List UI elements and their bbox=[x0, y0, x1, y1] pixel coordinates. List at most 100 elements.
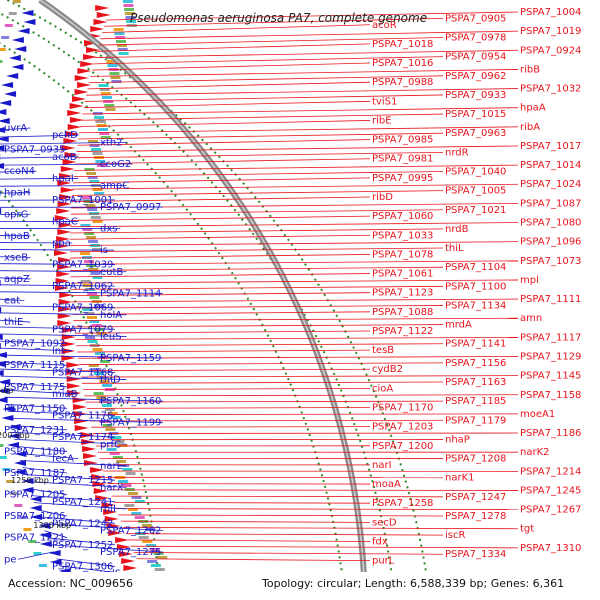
feature-label: PSPA7_1186 bbox=[520, 428, 581, 439]
label-leader bbox=[0, 298, 25, 301]
forward-feature bbox=[84, 460, 98, 466]
feature-label: ribE bbox=[372, 115, 392, 126]
forward-feature bbox=[119, 551, 134, 557]
misc-feature bbox=[85, 204, 96, 207]
feature-label: PSPA7_1267 bbox=[520, 505, 581, 516]
feature-label: narI bbox=[372, 460, 392, 471]
reverse-feature bbox=[0, 343, 1, 349]
misc-feature bbox=[92, 188, 103, 191]
position-tick: 1150 kbp bbox=[0, 386, 13, 395]
feature-label: tesB bbox=[372, 345, 394, 356]
label-leader bbox=[73, 171, 444, 178]
feature-label: hpaC bbox=[52, 216, 78, 227]
misc-feature bbox=[82, 308, 93, 311]
label-leader bbox=[80, 375, 519, 378]
label-leader bbox=[73, 317, 519, 322]
feature-label: pchD bbox=[52, 130, 78, 141]
feature-label: PSPA7_1021 bbox=[445, 205, 506, 216]
forward-feature bbox=[60, 166, 75, 172]
guide-ring-3 bbox=[0, 42, 346, 600]
misc-feature bbox=[87, 340, 98, 343]
misc-feature bbox=[93, 392, 104, 395]
label-leader bbox=[0, 256, 31, 258]
feature-label: PSPA7_1208 bbox=[445, 454, 506, 465]
reverse-feature bbox=[0, 397, 8, 403]
misc-feature bbox=[0, 60, 3, 63]
misc-feature bbox=[141, 524, 152, 527]
label-leader bbox=[0, 149, 68, 152]
forward-feature bbox=[64, 152, 79, 158]
feature-label: PSPA7_1018 bbox=[372, 39, 433, 50]
misc-feature bbox=[100, 92, 111, 95]
label-leader bbox=[18, 551, 54, 560]
feature-label: PSPA7_0935 bbox=[4, 145, 65, 156]
misc-feature bbox=[96, 124, 107, 127]
label-leader bbox=[38, 516, 116, 524]
forward-feature bbox=[123, 565, 138, 571]
misc-feature bbox=[125, 16, 136, 19]
forward-feature bbox=[77, 68, 92, 74]
misc-feature bbox=[28, 540, 37, 543]
forward-feature bbox=[56, 208, 71, 214]
misc-feature bbox=[89, 296, 100, 299]
reverse-feature bbox=[0, 388, 9, 394]
feature-label: fecA bbox=[52, 454, 74, 465]
forward-feature bbox=[93, 19, 108, 25]
misc-feature bbox=[99, 132, 110, 135]
label-leader bbox=[98, 37, 444, 46]
position-tick: 1250 kbp bbox=[11, 476, 49, 485]
misc-feature bbox=[126, 20, 137, 23]
feature-label: PSPA7_1033 bbox=[372, 230, 433, 241]
feature-label: PSPA7_0997 bbox=[100, 202, 161, 213]
label-leader bbox=[22, 467, 68, 474]
label-leader bbox=[72, 311, 371, 315]
forward-feature bbox=[74, 418, 89, 424]
label-leader bbox=[36, 509, 68, 517]
feature-label: narL bbox=[100, 461, 123, 472]
feature-label: PSPA7_1150 bbox=[4, 403, 65, 414]
reverse-feature bbox=[11, 37, 24, 43]
forward-feature bbox=[58, 173, 73, 179]
misc-feature bbox=[88, 212, 99, 215]
label-leader bbox=[85, 400, 444, 403]
label-leader bbox=[78, 132, 444, 140]
forward-feature bbox=[66, 383, 81, 389]
label-leader bbox=[9, 417, 164, 424]
feature-label: PSPA7_1062 bbox=[52, 281, 113, 292]
reverse-feature bbox=[0, 136, 9, 142]
misc-feature bbox=[115, 36, 126, 39]
feature-label: PSPA7_1001 bbox=[52, 195, 113, 206]
feature-label: ppa bbox=[52, 238, 71, 249]
misc-feature bbox=[124, 8, 135, 11]
forward-feature bbox=[101, 502, 116, 508]
label-leader bbox=[0, 263, 116, 265]
feature-label: mrdA bbox=[445, 320, 472, 331]
misc-feature bbox=[18, 516, 27, 519]
feature-label: PSPA7_1310 bbox=[520, 543, 581, 554]
forward-feature bbox=[69, 103, 84, 109]
feature-label: acoR bbox=[372, 20, 397, 31]
reverse-feature bbox=[0, 100, 12, 106]
reverse-feature bbox=[0, 307, 2, 313]
misc-feature bbox=[80, 224, 91, 227]
feature-label: moaA bbox=[372, 479, 401, 490]
misc-feature bbox=[123, 4, 134, 7]
feature-label: PSPA7_1262 bbox=[100, 526, 161, 537]
feature-label: oprG bbox=[4, 209, 28, 220]
position-tick: 1200 kbp bbox=[0, 431, 30, 440]
forward-feature bbox=[54, 215, 69, 221]
feature-label: PSPA7_0995 bbox=[372, 173, 433, 184]
forward-feature bbox=[59, 292, 74, 298]
feature-label: ccoG2 bbox=[100, 159, 131, 170]
reverse-feature bbox=[49, 559, 62, 565]
label-leader bbox=[80, 120, 371, 127]
feature-label: uvrA bbox=[4, 123, 27, 134]
label-leader bbox=[90, 69, 519, 77]
feature-label: PSPA7_1176 bbox=[52, 411, 113, 422]
label-leader bbox=[0, 163, 133, 166]
feature-label: PSPA7_1005 bbox=[445, 186, 506, 197]
feature-label: holA bbox=[100, 310, 122, 321]
misc-feature bbox=[87, 292, 98, 295]
misc-feature bbox=[111, 436, 122, 439]
misc-feature bbox=[102, 424, 113, 427]
